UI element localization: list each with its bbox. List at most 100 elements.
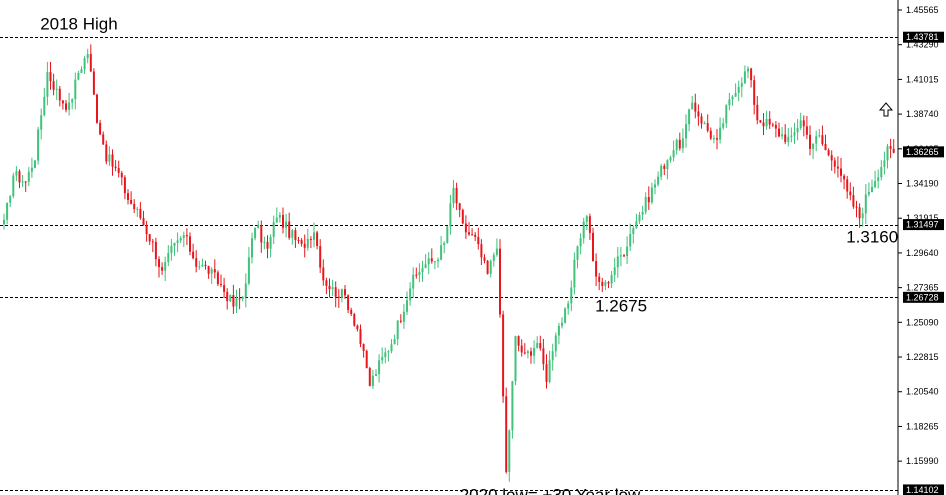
candle xyxy=(818,128,821,138)
candle xyxy=(387,350,390,362)
candle xyxy=(154,237,157,267)
candle xyxy=(768,111,771,129)
candle xyxy=(365,349,368,369)
candle xyxy=(257,220,260,229)
candle xyxy=(716,129,718,150)
candle xyxy=(210,267,213,284)
candle xyxy=(328,278,331,298)
candle xyxy=(505,387,508,474)
candle xyxy=(846,175,849,199)
candle xyxy=(781,126,784,140)
candle xyxy=(517,335,520,352)
candle xyxy=(747,66,749,79)
candle xyxy=(796,119,799,141)
candle xyxy=(892,139,895,154)
candle xyxy=(443,241,446,254)
candle xyxy=(669,155,672,163)
candle xyxy=(874,170,877,189)
candle xyxy=(421,260,424,282)
candle xyxy=(232,284,235,314)
candle xyxy=(170,238,173,261)
candle xyxy=(362,343,365,358)
candle xyxy=(632,225,635,244)
candle xyxy=(530,347,532,364)
candle xyxy=(495,238,498,257)
candle xyxy=(223,277,226,299)
candle xyxy=(418,263,421,283)
up-arrow-icon xyxy=(878,102,894,117)
candle xyxy=(127,189,129,205)
candle xyxy=(52,73,55,96)
candle xyxy=(582,217,585,244)
candle xyxy=(737,80,740,102)
candle xyxy=(164,256,167,282)
candle xyxy=(743,65,746,85)
candle xyxy=(461,208,464,225)
candle xyxy=(247,247,250,286)
axis-tick-label: 1.41015 xyxy=(906,74,939,84)
candle xyxy=(486,259,489,275)
candle xyxy=(359,324,362,348)
candle xyxy=(502,310,505,403)
candle xyxy=(607,280,610,289)
candle xyxy=(626,236,629,265)
candle xyxy=(58,85,61,107)
candle xyxy=(189,232,191,256)
candle xyxy=(644,192,647,215)
candle xyxy=(27,167,30,187)
candle xyxy=(623,253,625,257)
axis-tick-label: 1.29640 xyxy=(906,248,939,258)
candle xyxy=(9,195,12,208)
candle xyxy=(663,163,666,176)
candle xyxy=(719,117,722,144)
candle xyxy=(179,236,182,244)
candle xyxy=(49,61,52,90)
candle xyxy=(161,262,164,275)
candle xyxy=(350,307,353,317)
candle xyxy=(406,291,408,316)
candle xyxy=(61,100,64,110)
candle xyxy=(278,212,281,223)
candle xyxy=(753,75,756,115)
candle xyxy=(830,150,833,171)
candle xyxy=(551,343,554,371)
candle xyxy=(774,120,777,138)
price-axis: 1.455651.432901.410151.387401.364651.341… xyxy=(898,5,944,495)
candle xyxy=(685,114,687,148)
candle xyxy=(712,135,715,144)
candle xyxy=(368,366,371,387)
candle xyxy=(24,181,27,192)
candle xyxy=(579,233,582,255)
candle xyxy=(821,125,824,146)
candle xyxy=(89,44,92,72)
candle xyxy=(65,99,67,113)
candle xyxy=(635,213,638,229)
candle xyxy=(260,220,263,253)
candle xyxy=(613,257,616,283)
candle xyxy=(68,92,71,116)
candle xyxy=(77,70,80,81)
candle xyxy=(133,199,136,214)
candle xyxy=(573,252,576,295)
candle xyxy=(616,247,619,278)
candle xyxy=(114,160,117,172)
candle xyxy=(688,108,691,132)
candle xyxy=(455,182,458,210)
candle xyxy=(71,98,74,110)
candle xyxy=(545,354,548,389)
candle xyxy=(511,380,514,439)
candle xyxy=(176,232,179,253)
candle xyxy=(871,179,873,193)
candle xyxy=(167,245,170,267)
candle xyxy=(883,151,886,175)
candle xyxy=(185,228,188,246)
candle xyxy=(390,339,393,354)
candle xyxy=(381,347,384,365)
candle xyxy=(604,279,607,291)
candle xyxy=(393,334,396,345)
candle xyxy=(46,61,49,106)
candle xyxy=(474,232,477,241)
candle xyxy=(108,146,111,166)
candle xyxy=(424,254,427,269)
candle xyxy=(554,332,557,357)
